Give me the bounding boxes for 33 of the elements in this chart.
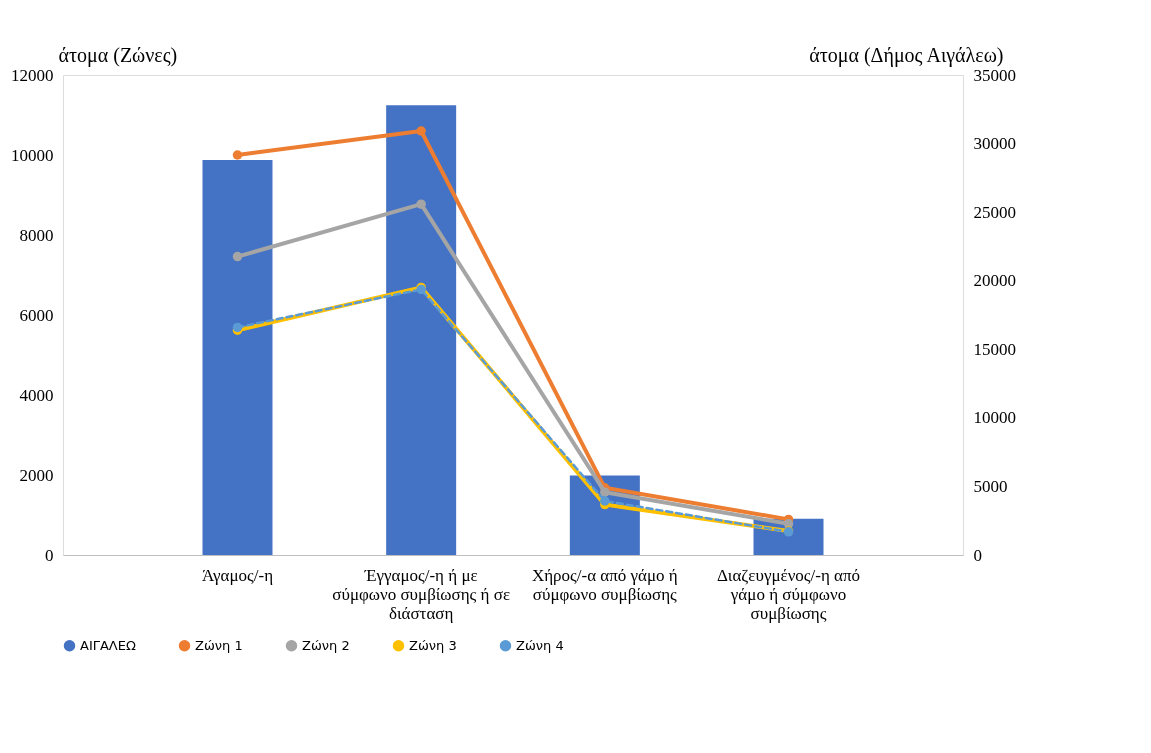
point bbox=[600, 496, 610, 506]
legend-label: ΑΙΓΑΛΕΩ bbox=[80, 637, 136, 653]
x-tick-label: Διαζευγμένος/-η από γάμο ή σύμφωνο συμβίωσης bbox=[716, 565, 861, 623]
legend-label: Ζώνη 4 bbox=[516, 637, 564, 653]
y-tick-label: 12000 bbox=[11, 65, 54, 85]
y-tick-label: 2000 bbox=[19, 465, 54, 485]
y2-tick-label: 0 bbox=[973, 545, 982, 565]
y2-tick-label: 10000 bbox=[973, 408, 1016, 428]
legend-label: Ζώνη 1 bbox=[195, 637, 243, 653]
y2-tick-label: 5000 bbox=[973, 476, 1008, 496]
y-tick-label: 10000 bbox=[11, 145, 54, 165]
y-tick-label: 6000 bbox=[19, 305, 54, 325]
y-tick-label: 8000 bbox=[19, 225, 54, 245]
x-tick-label: Έγγαμος/-η ή με σύμφωνο συμβίωσης ή σε διάσταση bbox=[332, 565, 511, 623]
y2-axis-title: άτομα (Δήμος Αιγάλεω) bbox=[809, 43, 1004, 67]
y2-tick-label: 30000 bbox=[973, 134, 1016, 154]
y2-tick-label: 20000 bbox=[973, 271, 1016, 291]
point bbox=[232, 150, 243, 160]
y-axis-title: άτομα (Ζώνες) bbox=[58, 43, 178, 67]
point bbox=[416, 199, 426, 209]
point bbox=[232, 251, 243, 262]
legend-label: Ζώνη 3 bbox=[409, 637, 457, 653]
y2-tick-label: 15000 bbox=[973, 339, 1016, 359]
y-tick-label: 4000 bbox=[19, 385, 54, 405]
legend-label: Ζώνη 2 bbox=[302, 637, 350, 653]
x-tick-label: Χήρος/-α από γάμο ή σύμφωνο συμβίωσης bbox=[531, 565, 678, 604]
point bbox=[416, 126, 426, 136]
y-tick-label: 0 bbox=[45, 545, 54, 565]
bar bbox=[386, 105, 457, 555]
y2-tick-label: 25000 bbox=[973, 202, 1016, 222]
x-tick-label: Άγαμος/-η bbox=[201, 565, 274, 585]
bar bbox=[202, 160, 273, 555]
point bbox=[600, 487, 610, 497]
